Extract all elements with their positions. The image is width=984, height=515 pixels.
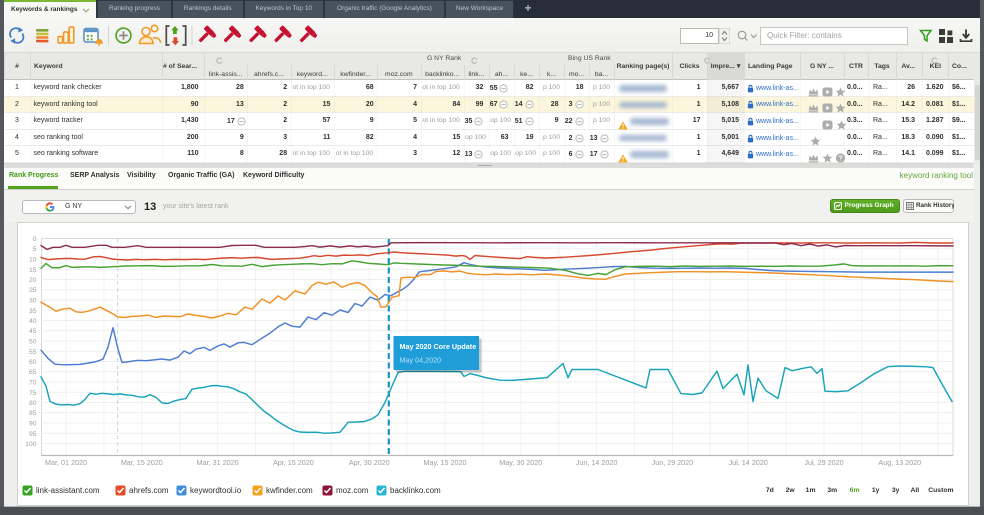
svg-text:60: 60 [29, 359, 37, 366]
svg-text:45: 45 [29, 328, 37, 335]
svg-text:55: 55 [29, 349, 37, 356]
svg-text:100: 100 [25, 441, 37, 448]
svg-text:40: 40 [29, 318, 37, 325]
svg-text:15: 15 [29, 267, 37, 274]
svg-text:Apr, 30 2020: Apr, 30 2020 [349, 458, 390, 467]
svg-text:30: 30 [29, 298, 37, 305]
svg-text:85: 85 [29, 410, 37, 417]
svg-text:Jul, 29 2020: Jul, 29 2020 [804, 458, 843, 467]
svg-text:Apr, 15 2020: Apr, 15 2020 [273, 458, 314, 467]
svg-text:?: ? [838, 155, 842, 162]
svg-text:Jul, 14 2020: Jul, 14 2020 [729, 458, 768, 467]
svg-text:75: 75 [29, 390, 37, 397]
svg-text:50: 50 [29, 339, 37, 346]
svg-text:May 04,2020: May 04,2020 [400, 356, 442, 365]
svg-text:65: 65 [29, 369, 37, 376]
svg-text:May, 30 2020: May, 30 2020 [499, 458, 542, 467]
svg-text:5: 5 [33, 246, 37, 253]
svg-text:95: 95 [29, 431, 37, 438]
svg-text:Mar, 01 2020: Mar, 01 2020 [45, 458, 87, 467]
svg-text:May, 15 2020: May, 15 2020 [423, 458, 466, 467]
svg-text:90: 90 [29, 421, 37, 428]
svg-text:10: 10 [29, 257, 37, 264]
svg-text:Jun, 14 2020: Jun, 14 2020 [576, 458, 618, 467]
svg-text:May 2020 Core Update: May 2020 Core Update [400, 342, 477, 351]
svg-text:Mar, 15 2020: Mar, 15 2020 [121, 458, 163, 467]
svg-text:70: 70 [29, 380, 37, 387]
svg-text:Mar, 31 2020: Mar, 31 2020 [197, 458, 239, 467]
svg-text:0: 0 [33, 236, 37, 243]
svg-text:Jun, 29 2020: Jun, 29 2020 [652, 458, 694, 467]
svg-text:Aug, 13 2020: Aug, 13 2020 [878, 458, 921, 467]
svg-text:20: 20 [29, 277, 37, 284]
svg-text:35: 35 [29, 308, 37, 315]
svg-text:80: 80 [29, 400, 37, 407]
svg-text:25: 25 [29, 287, 37, 294]
